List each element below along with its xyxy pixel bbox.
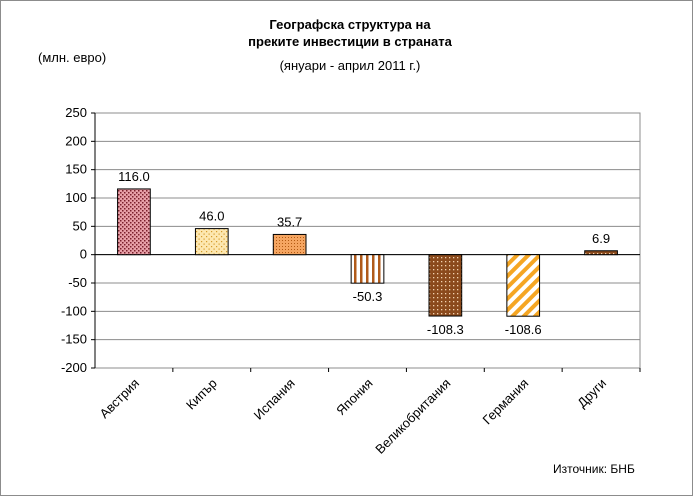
- chart-title-line-1: Географска структура на: [269, 17, 431, 32]
- x-category-label: Други: [574, 376, 609, 411]
- x-category-label: Япония: [333, 376, 376, 419]
- y-tick-label: 150: [65, 162, 87, 177]
- x-category-label: Великобритания: [372, 376, 453, 457]
- x-category-label: Германия: [480, 376, 532, 428]
- chart-title: Географска структура на преките инвестиц…: [190, 16, 510, 50]
- y-tick-label: 200: [65, 133, 87, 148]
- y-tick-label: 0: [80, 247, 87, 262]
- bar-1: [194, 228, 229, 256]
- chart-title-line-2: преките инвестиции в страната: [248, 34, 452, 49]
- data-label: -108.3: [427, 322, 464, 337]
- y-tick-label: -50: [68, 275, 87, 290]
- y-tick-label: -100: [61, 303, 87, 318]
- x-category-label: Испания: [251, 376, 298, 423]
- y-tick-label: -150: [61, 332, 87, 347]
- data-label: 116.0: [118, 169, 150, 184]
- data-label: 35.7: [277, 214, 302, 229]
- bar-0: [117, 188, 151, 256]
- bar-5: [506, 254, 541, 317]
- chart-subtitle: (януари - април 2011 г.): [279, 58, 421, 73]
- source-note: Източник: БНБ: [553, 462, 635, 476]
- data-label: 6.9: [592, 231, 610, 246]
- y-axis-unit-label: (млн. евро): [38, 50, 107, 65]
- y-tick-label: 100: [65, 190, 87, 205]
- bar-3: [350, 254, 385, 284]
- x-category-label: Австрия: [96, 376, 142, 422]
- bar-6: [584, 250, 618, 256]
- y-tick-label: 250: [65, 105, 87, 120]
- bar-2: [272, 233, 307, 256]
- data-label: -50.3: [353, 289, 383, 304]
- x-category-label: Кипър: [183, 376, 220, 413]
- data-label: -108.6: [505, 322, 542, 337]
- plot-area: [94, 112, 641, 369]
- y-tick-label: -200: [61, 360, 87, 375]
- y-tick-label: 50: [73, 218, 87, 233]
- bar-4: [428, 254, 463, 317]
- data-label: 46.0: [199, 209, 224, 224]
